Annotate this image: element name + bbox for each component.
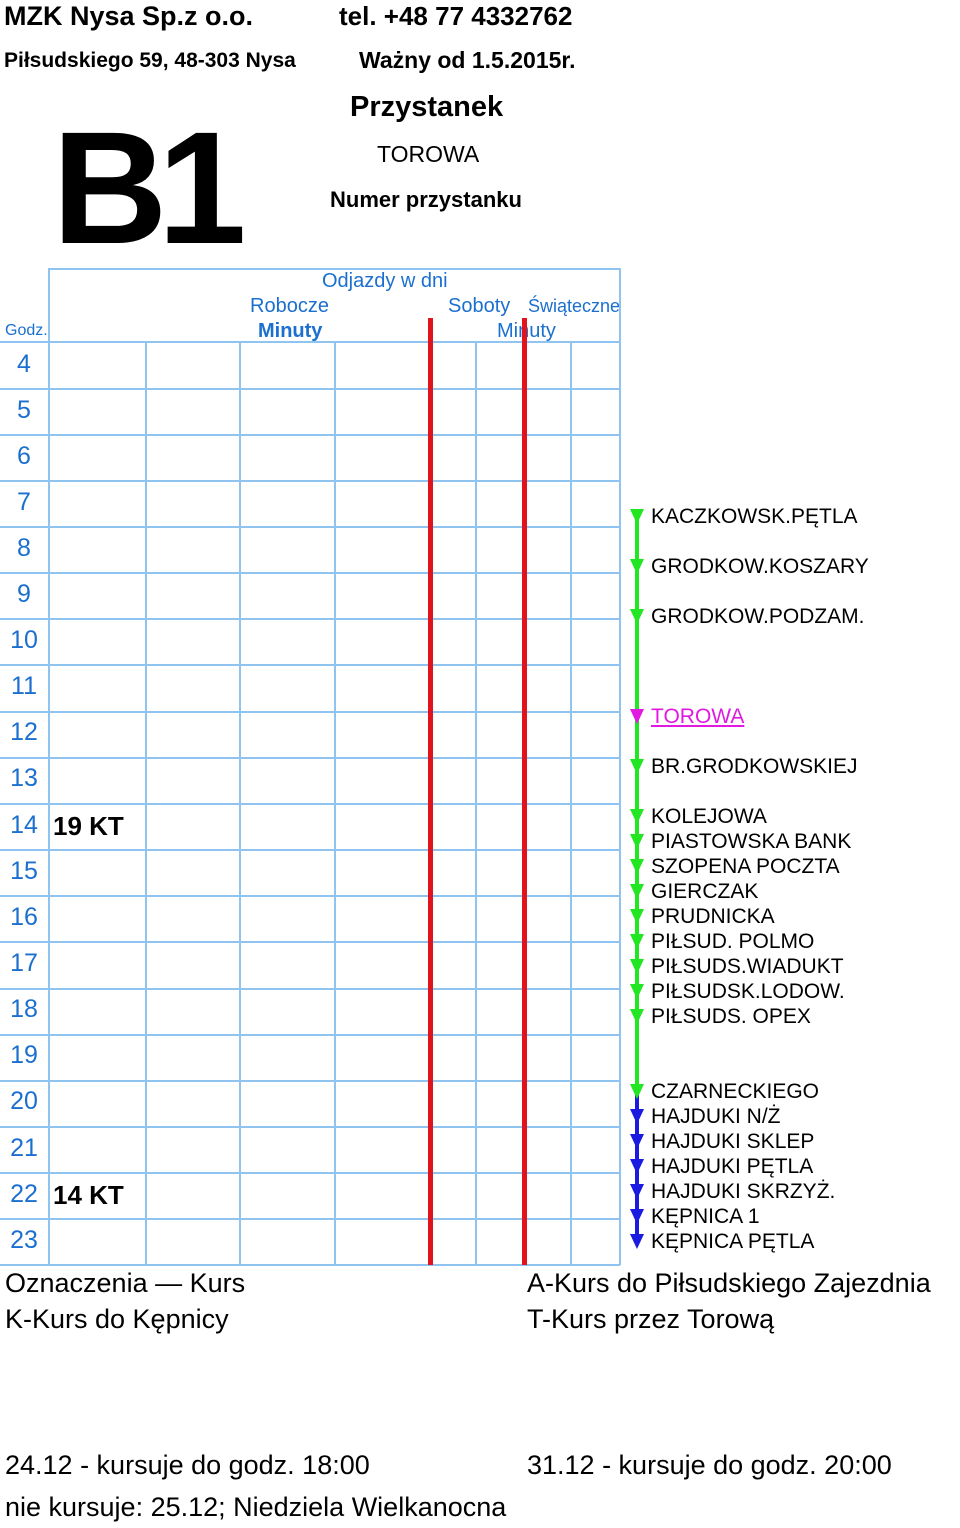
departure-minutes: 14 KT [53, 1180, 124, 1210]
hour-label: 17 [10, 949, 38, 977]
stop-label: Przystanek [350, 91, 504, 123]
company-address: Piłsudskiego 59, 48-303 Nysa [4, 49, 296, 72]
stop-marker-icon [630, 1009, 644, 1024]
stop-marker-icon [630, 859, 644, 874]
stop-name: GIERCZAK [651, 880, 759, 903]
minutes-header-weekdays: Minuty [258, 320, 323, 342]
hour-label: 22 [10, 1180, 38, 1208]
hour-label: 8 [17, 534, 31, 562]
stop-marker-icon [630, 959, 644, 974]
stop-marker-icon [630, 1084, 644, 1099]
stop-marker-icon [630, 934, 644, 949]
stop-marker-icon [630, 609, 644, 624]
stop-marker-icon [630, 884, 644, 899]
stop-marker-icon [630, 1209, 644, 1224]
hour-label: 7 [17, 488, 31, 516]
phone-number: tel. +48 77 4332762 [339, 1, 573, 31]
current-stop: TOROWA [651, 705, 745, 728]
stop-name: PRUDNICKA [651, 905, 775, 928]
separator-weekday-saturday [428, 318, 433, 1265]
stop-name: HAJDUKI SKRZYŻ. [651, 1180, 836, 1203]
stop-marker-icon [630, 509, 644, 524]
legend-k: K-Kurs do Kępnicy [5, 1304, 229, 1334]
stop-name: GRODKOW.PODZAM. [651, 605, 865, 628]
note-dec24: 24.12 - kursuje do godz. 18:00 [5, 1450, 370, 1480]
stop-marker-icon [630, 709, 644, 724]
hour-label: 18 [10, 995, 38, 1023]
stop-marker-icon [630, 1184, 644, 1199]
hour-label: 13 [10, 764, 38, 792]
stop-marker-icon [630, 759, 644, 774]
stop-name: PIŁSUD. POLMO [651, 930, 815, 953]
stop-name: KOLEJOWA [651, 805, 767, 828]
hour-label: 12 [10, 718, 38, 746]
company-name: MZK Nysa Sp.z o.o. [4, 1, 254, 31]
legend-t: T-Kurs przez Torową [527, 1304, 775, 1334]
valid-from: Ważny od 1.5.2015r. [359, 47, 576, 73]
route-stops: KACZKOWSK.PĘTLA GRODKOW.KOSZARY GRODKOW.PO… [628, 500, 960, 1260]
hour-label: 6 [17, 442, 31, 470]
column-holidays: Świąteczne [528, 296, 621, 316]
column-weekdays: Robocze [250, 295, 329, 317]
stop-marker-icon [630, 559, 644, 574]
stop-name: BR.GRODKOWSKIEJ [651, 755, 858, 778]
hour-header: Godz. [5, 322, 48, 339]
hour-label: 14 [10, 811, 38, 839]
stop-name: SZOPENA POCZTA [651, 855, 840, 878]
stop-name: PIŁSUDS. OPEX [651, 1005, 811, 1028]
legend-a: A-Kurs do Piłsudskiego Zajezdnia [527, 1268, 931, 1298]
stop-number-label: Numer przystanku [330, 187, 522, 212]
stop-name-header: TOROWA [377, 141, 480, 167]
hour-label: 16 [10, 903, 38, 931]
hour-label: 11 [11, 672, 37, 700]
column-saturdays: Soboty [448, 295, 511, 317]
stop-name: GRODKOW.KOSZARY [651, 555, 869, 578]
stop-name: KĘPNICA 1 [651, 1205, 760, 1228]
stop-name: PIŁSUDS.WIADUKT [651, 955, 844, 978]
stop-name: PIASTOWSKA BANK [651, 830, 852, 853]
hour-label: 23 [10, 1226, 38, 1254]
stop-marker-icon [630, 1134, 644, 1149]
stop-name: HAJDUKI N/Ż [651, 1105, 781, 1128]
stop-name: CZARNECKIEGO [651, 1080, 820, 1103]
hour-label: 4 [17, 350, 31, 378]
hour-label: 5 [17, 396, 31, 424]
stop-name: HAJDUKI SKLEP [651, 1130, 815, 1153]
hour-label: 19 [10, 1041, 38, 1069]
departures-header: Odjazdy w dni [322, 270, 448, 292]
departure-minutes: 19 KT [53, 811, 124, 841]
hour-label: 10 [10, 626, 38, 654]
stop-name: HAJDUKI PĘTLA [651, 1155, 814, 1178]
legend-title: Oznaczenia — Kurs [5, 1268, 246, 1298]
route-line [630, 509, 644, 1249]
stop-name: PIŁSUDSK.LODOW. [651, 980, 845, 1003]
route-number: B1 [52, 98, 247, 277]
stop-marker-icon [630, 984, 644, 999]
stop-marker-icon [630, 909, 644, 924]
stop-name: KĘPNICA PĘTLA [651, 1230, 815, 1253]
stop-marker-icon [630, 809, 644, 824]
separator-saturday-holiday [522, 318, 527, 1265]
stop-marker-icon [630, 834, 644, 849]
stop-marker-icon [630, 1109, 644, 1124]
note-no-service: nie kursuje: 25.12; Niedziela Wielkanocn… [5, 1492, 507, 1522]
stop-marker-icon [630, 1234, 644, 1249]
note-dec31: 31.12 - kursuje do godz. 20:00 [527, 1450, 892, 1480]
hour-label: 15 [10, 857, 38, 885]
stop-marker-icon [630, 1159, 644, 1174]
hour-label: 21 [10, 1134, 38, 1162]
hour-label: 9 [17, 580, 31, 608]
hour-label: 20 [10, 1087, 38, 1115]
stop-name: KACZKOWSK.PĘTLA [651, 505, 858, 528]
